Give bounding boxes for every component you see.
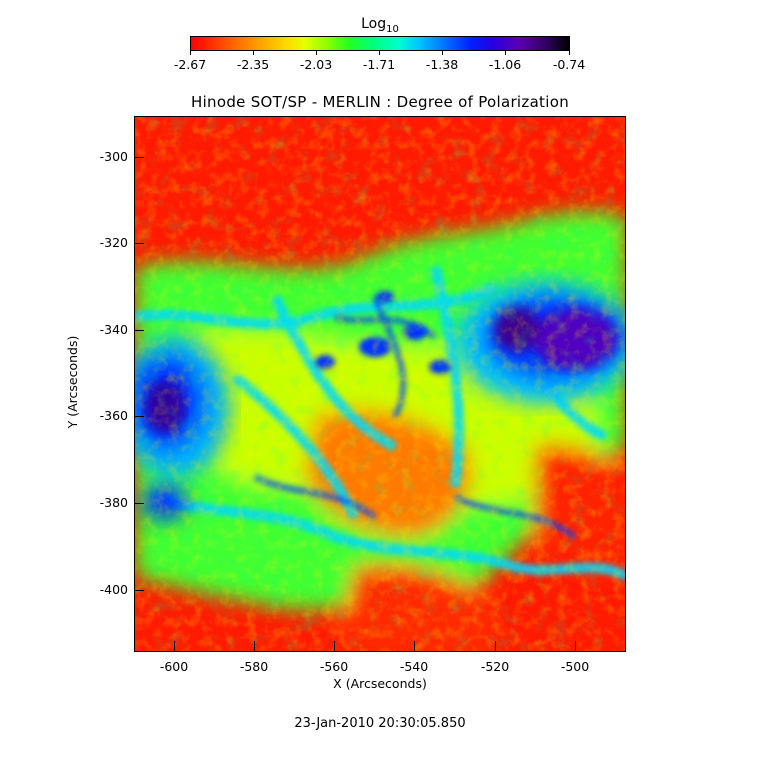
x-tick-label: -580 [239, 659, 269, 674]
polarization-map-image [135, 117, 625, 651]
polarization-map [134, 116, 626, 652]
x-tick-label: -600 [159, 659, 189, 674]
y-tick [134, 416, 144, 417]
colorbar-tick [505, 51, 506, 55]
x-tick [254, 641, 255, 651]
x-tick [495, 641, 496, 651]
y-tick-label: -320 [99, 235, 128, 250]
colorbar-tick-label: -0.74 [552, 57, 586, 72]
x-tick [414, 641, 415, 651]
y-tick-label: -380 [99, 495, 128, 510]
y-tick [134, 330, 144, 331]
colorbar-tick [316, 51, 317, 55]
colorbar [190, 36, 570, 51]
colorbar-tick [190, 51, 191, 55]
y-tick [134, 590, 144, 591]
colorbar-title: Log10 [340, 16, 420, 35]
x-tick [575, 641, 576, 651]
x-tick-label: -500 [560, 659, 590, 674]
colorbar-tick-label: -1.38 [425, 57, 459, 72]
y-tick [134, 503, 144, 504]
colorbar-tick-label: -2.03 [299, 57, 333, 72]
colorbar-tick [253, 51, 254, 55]
y-tick [134, 243, 144, 244]
y-axis-title: Y (Arcseconds) [65, 335, 80, 429]
y-tick [134, 157, 144, 158]
y-tick-label: -300 [99, 149, 128, 164]
colorbar-tick-label: -2.35 [236, 57, 270, 72]
timestamp: 23-Jan-2010 20:30:05.850 [294, 716, 466, 731]
x-tick-label: -520 [480, 659, 510, 674]
colorbar-tick-label: -2.67 [173, 57, 207, 72]
x-tick-label: -560 [319, 659, 349, 674]
colorbar-tick [569, 51, 570, 55]
plot-title: Hinode SOT/SP - MERLIN : Degree of Polar… [190, 93, 569, 111]
x-tick [174, 641, 175, 651]
y-tick-label: -400 [99, 582, 128, 597]
colorbar-tick-label: -1.71 [362, 57, 396, 72]
x-axis-title: X (Arcseconds) [333, 676, 427, 691]
y-tick-label: -340 [99, 322, 128, 337]
colorbar-tick-label: -1.06 [488, 57, 522, 72]
colorbar-title-text: Log [361, 16, 387, 32]
x-tick [334, 641, 335, 651]
colorbar-tick [379, 51, 380, 55]
colorbar-title-subscript: 10 [386, 23, 399, 35]
x-tick-label: -540 [399, 659, 429, 674]
y-tick-label: -360 [99, 408, 128, 423]
colorbar-tick [442, 51, 443, 55]
